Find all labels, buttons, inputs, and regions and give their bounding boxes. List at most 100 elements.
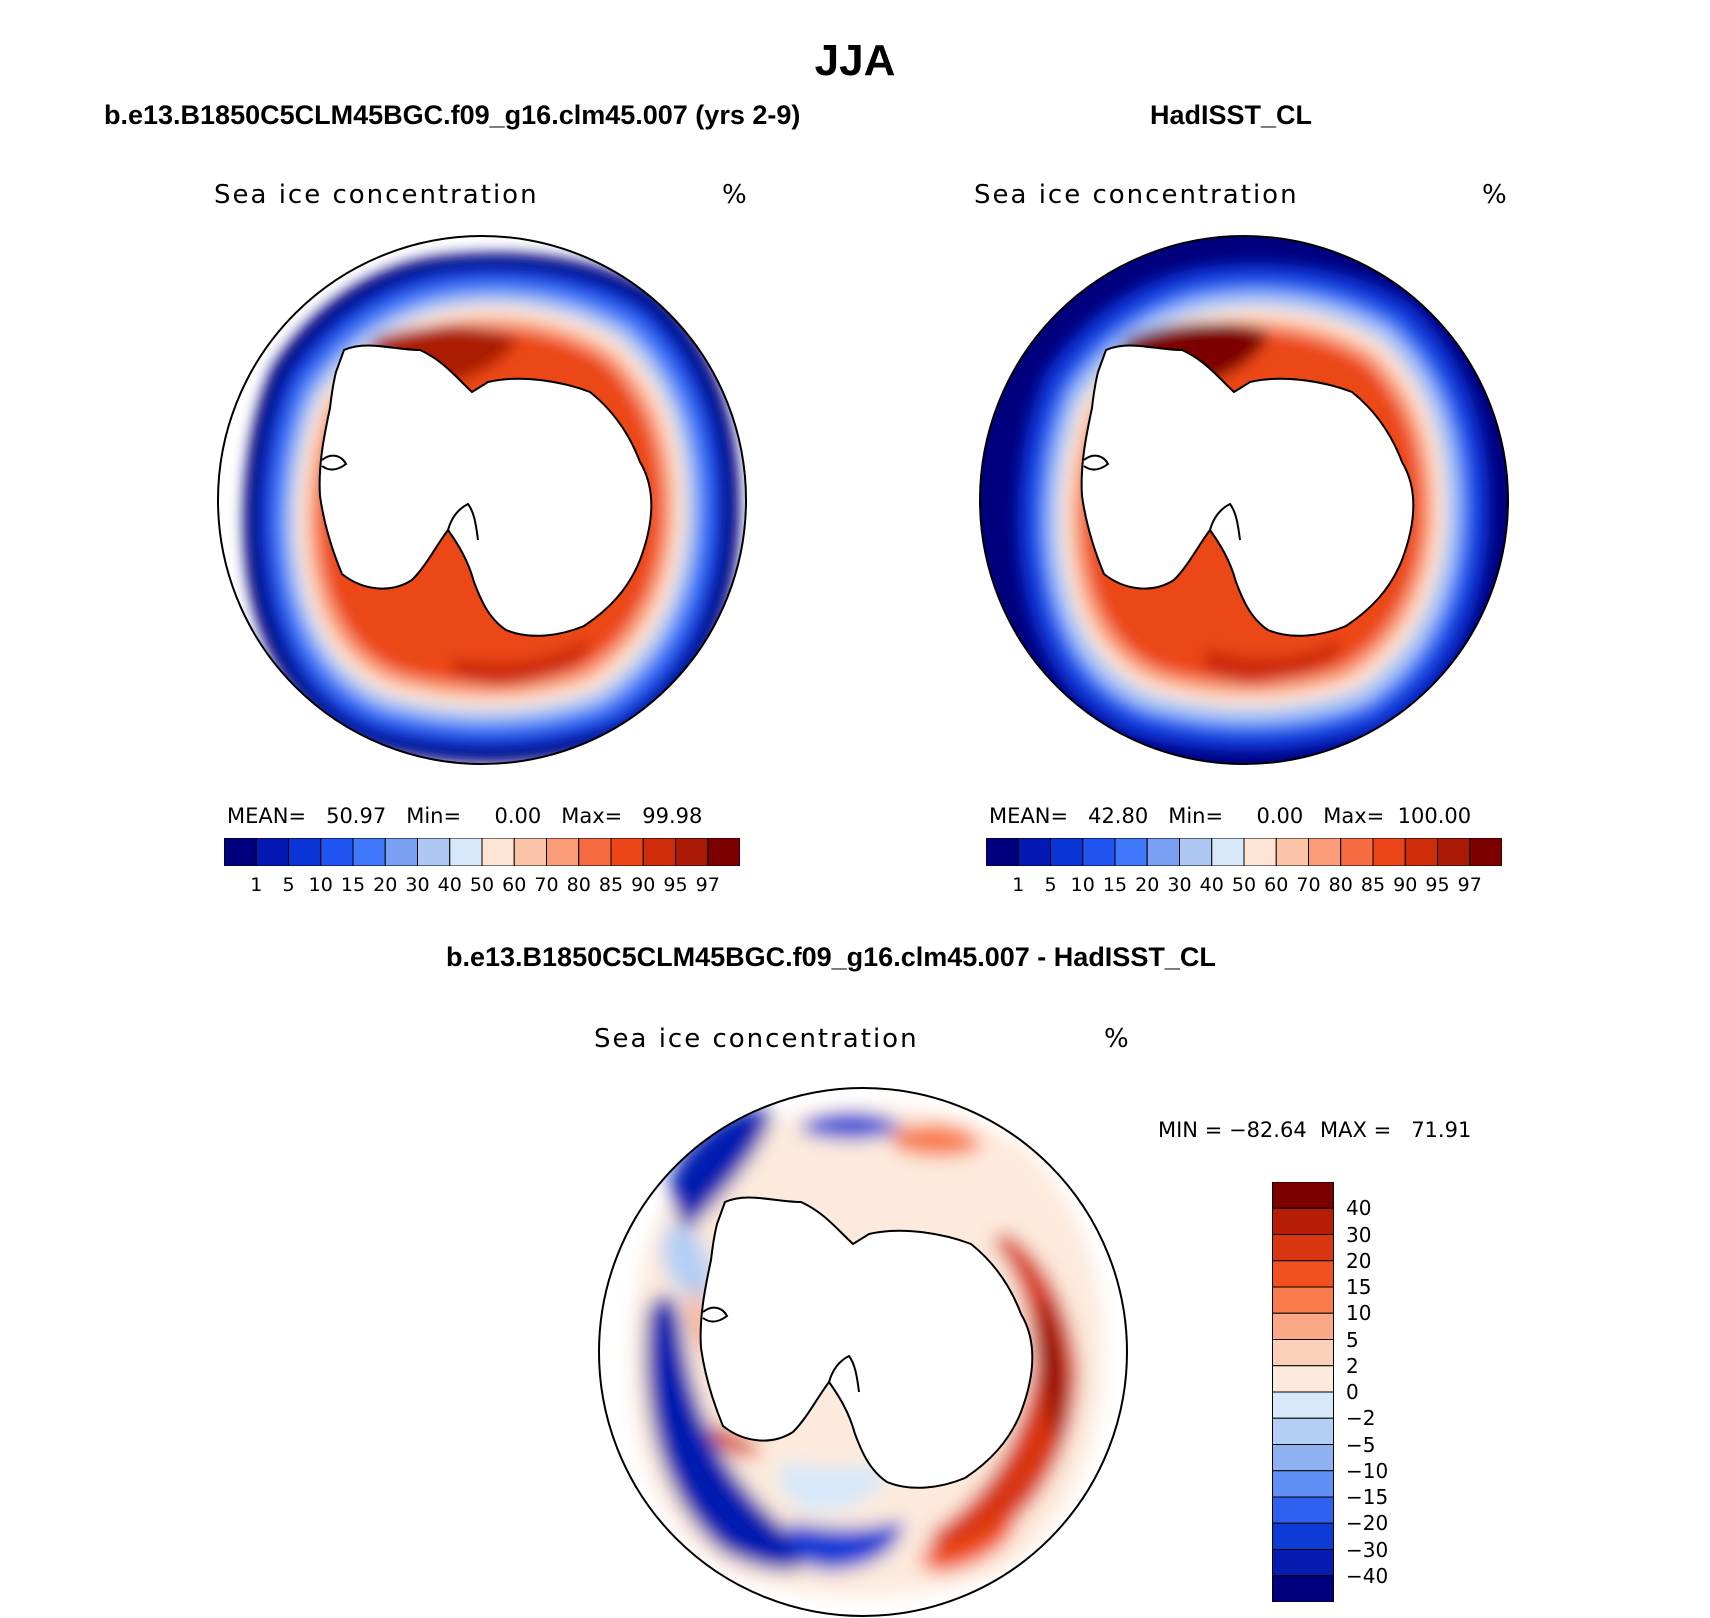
diff-map (598, 1087, 1128, 1617)
obs-stats: MEAN= 42.80 Min= 0.00 Max= 100.00 (989, 804, 1472, 828)
diff-colorbar-tick-label: −20 (1346, 1511, 1389, 1536)
obs-colorbar-swatch (1243, 838, 1277, 866)
diff-panel-title: b.e13.B1850C5CLM45BGC.f09_g16.clm45.007 … (446, 942, 1216, 972)
diff-colorbar-tick-label: −5 (1346, 1432, 1376, 1457)
diff-colorbar-swatch (1272, 1575, 1334, 1602)
model-colorbar-ticks: 1 5 10 15 20 30 40 50 60 70 80 85 90 95 97 (224, 874, 740, 902)
obs-colorbar-tick-label: 50 (1231, 874, 1257, 896)
diff-colorbar-swatch (1272, 1391, 1334, 1419)
diff-colorbar-tick-label: −40 (1346, 1563, 1389, 1588)
obs-colorbar-tick-label: 90 (1393, 874, 1418, 896)
model-colorbar-tick-label: 15 (340, 874, 366, 896)
diff-colorbar-swatch (1272, 1260, 1334, 1288)
obs-colorbar-tick-label: 70 (1296, 874, 1321, 896)
model-colorbar-swatch (642, 838, 676, 866)
diff-colorbar-swatch (1272, 1522, 1334, 1550)
diff-colorbar-tick-label: 40 (1346, 1196, 1372, 1221)
obs-map (979, 235, 1509, 765)
diff-colorbar-tick-label: −15 (1346, 1485, 1389, 1509)
obs-colorbar-tick-label: 97 (1457, 874, 1482, 896)
model-colorbar-tick-label: 70 (534, 874, 559, 896)
model-colorbar-tick-label: 90 (631, 874, 656, 896)
diff-colorbar (1272, 1182, 1334, 1602)
obs-colorbar (986, 838, 1502, 866)
model-colorbar-swatch (675, 838, 709, 866)
diff-colorbar-tick-label: −30 (1346, 1537, 1389, 1562)
model-colorbar-tick-label: 5 (282, 874, 295, 896)
obs-colorbar-tick-label: 30 (1167, 874, 1192, 896)
obs-colorbar-tick-label: 95 (1425, 874, 1450, 896)
model-units-label: % (722, 180, 749, 210)
diff-colorbar-swatch (1272, 1339, 1334, 1367)
diff-colorbar-swatch (1272, 1286, 1334, 1314)
diff-colorbar-swatch (1272, 1549, 1334, 1577)
model-colorbar-tick-label: 97 (695, 874, 720, 896)
diff-units-label: % (1104, 1024, 1131, 1054)
model-colorbar-swatch (546, 838, 580, 866)
diff-colorbar-ticks: 40 30 20 15 10 5 2 0 −2 −5 −10 −15 −20 −30 −40 (1346, 1182, 1426, 1602)
obs-colorbar-swatch (1372, 838, 1406, 866)
obs-colorbar-tick-label: 1 (1012, 874, 1025, 896)
obs-colorbar-swatch (1050, 838, 1084, 866)
model-variable-label: Sea ice concentration (214, 180, 539, 210)
obs-colorbar-swatch (1146, 838, 1180, 866)
diff-colorbar-tick-label: 10 (1346, 1301, 1372, 1326)
diff-colorbar-tick-label: 15 (1346, 1275, 1372, 1299)
model-colorbar-swatch (255, 838, 289, 866)
obs-colorbar-swatch (1340, 838, 1374, 866)
diff-colorbar-tick-label: −10 (1346, 1458, 1389, 1483)
diff-colorbar-tick-label: −2 (1346, 1406, 1376, 1431)
model-colorbar-tick-label: 95 (663, 874, 688, 896)
obs-colorbar-tick-label: 85 (1360, 874, 1386, 896)
model-colorbar-swatch (384, 838, 418, 866)
model-colorbar-swatch (610, 838, 644, 866)
obs-panel-title: HadISST_CL (1150, 100, 1313, 130)
model-colorbar-tick-label: 60 (502, 874, 527, 896)
diff-colorbar-swatch (1272, 1365, 1334, 1393)
model-colorbar (224, 838, 740, 866)
diff-variable-label: Sea ice concentration (594, 1024, 919, 1054)
obs-colorbar-tick-label: 40 (1199, 874, 1224, 896)
model-colorbar-swatch (224, 838, 257, 866)
model-stats: MEAN= 50.97 Min= 0.00 Max= 99.98 (227, 804, 703, 828)
diff-stats: MIN = −82.64 MAX = 71.91 (1158, 1118, 1472, 1142)
obs-units-label: % (1482, 180, 1509, 210)
model-colorbar-tick-label: 85 (598, 874, 624, 896)
model-colorbar-tick-label: 30 (405, 874, 430, 896)
diff-colorbar-swatch (1272, 1234, 1334, 1262)
obs-colorbar-swatch (1275, 838, 1309, 866)
obs-colorbar-swatch (1082, 838, 1116, 866)
obs-colorbar-tick-label: 10 (1070, 874, 1095, 896)
model-colorbar-swatch (288, 838, 322, 866)
obs-colorbar-swatch (1179, 838, 1213, 866)
model-colorbar-tick-label: 20 (373, 874, 398, 896)
obs-colorbar-swatch (1308, 838, 1342, 866)
model-colorbar-swatch (320, 838, 354, 866)
model-map (217, 235, 747, 765)
obs-colorbar-ticks: 1 5 10 15 20 30 40 50 60 70 80 85 90 95 97 (986, 874, 1502, 902)
obs-colorbar-swatch (1469, 838, 1502, 866)
obs-colorbar-swatch (986, 838, 1019, 866)
diff-colorbar-swatch (1272, 1417, 1334, 1445)
model-colorbar-swatch (417, 838, 451, 866)
obs-colorbar-swatch (1404, 838, 1438, 866)
obs-variable-label: Sea ice concentration (974, 180, 1299, 210)
obs-colorbar-swatch (1114, 838, 1148, 866)
model-colorbar-swatch (578, 838, 612, 866)
diff-colorbar-tick-label: 20 (1346, 1248, 1372, 1273)
figure-title: JJA (814, 36, 896, 85)
model-panel-title: b.e13.B1850C5CLM45BGC.f09_g16.clm45.007 … (104, 100, 801, 130)
diff-colorbar-swatch (1272, 1312, 1334, 1340)
obs-colorbar-tick-label: 60 (1264, 874, 1289, 896)
model-colorbar-swatch (352, 838, 386, 866)
obs-colorbar-tick-label: 20 (1135, 874, 1160, 896)
diff-colorbar-swatch (1272, 1470, 1334, 1498)
diff-colorbar-swatch (1272, 1444, 1334, 1472)
model-colorbar-tick-label: 40 (437, 874, 462, 896)
obs-colorbar-swatch (1211, 838, 1245, 866)
model-colorbar-tick-label: 1 (250, 874, 263, 896)
model-colorbar-tick-label: 50 (469, 874, 495, 896)
obs-colorbar-swatch (1437, 838, 1471, 866)
obs-colorbar-tick-label: 15 (1102, 874, 1128, 896)
model-colorbar-swatch (481, 838, 515, 866)
